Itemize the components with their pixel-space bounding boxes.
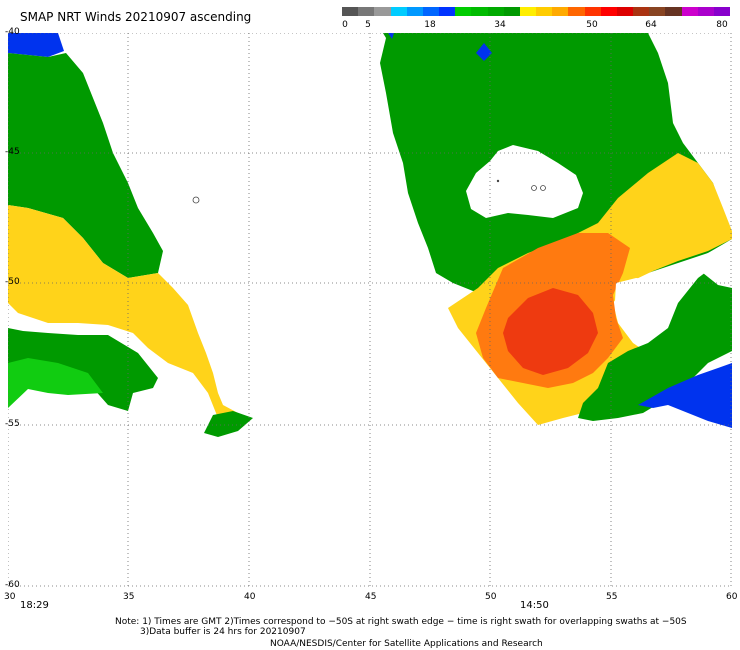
lon-label: 55 [606, 592, 618, 602]
colorbar-segment [665, 7, 682, 16]
colorbar-segment [439, 7, 456, 16]
lon-label: 50 [485, 592, 497, 602]
lon-label: 30 [4, 592, 16, 602]
wind-region-blue [8, 33, 64, 57]
data-gap [615, 278, 671, 338]
wind-region-green [578, 261, 732, 421]
colorbar-segment [616, 7, 634, 16]
colorbar-segment [536, 7, 553, 16]
colorbar-segment [584, 7, 601, 16]
island-contour [531, 185, 537, 191]
data-gap [698, 247, 732, 288]
lon-label: 60 [726, 592, 738, 602]
lon-label: 45 [365, 592, 377, 602]
colorbar-segment [422, 7, 440, 16]
wind-region-blue [476, 43, 492, 61]
wind-region-red [503, 288, 598, 375]
island-contour [496, 179, 500, 183]
colorbar-segment [487, 7, 504, 16]
wind-field [8, 33, 732, 587]
colorbar-label: 50 [586, 20, 598, 30]
lat-label: -40 [5, 27, 20, 37]
wind-speed-colorbar [342, 7, 731, 16]
colorbar-label: 18 [424, 20, 436, 30]
colorbar-segment [390, 7, 407, 16]
data-gap [466, 145, 583, 218]
colorbar-segment [503, 7, 520, 16]
colorbar-segment [455, 7, 472, 16]
wind-region-blue [388, 33, 394, 39]
footer-credit: NOAA/NESDIS/Center for Satellite Applica… [270, 639, 543, 649]
colorbar-segment [406, 7, 423, 16]
wind-region-lightgreen [8, 358, 103, 408]
lat-label: -55 [5, 419, 20, 429]
wind-region-green [8, 53, 163, 278]
colorbar-segment [358, 7, 375, 16]
lat-label: -45 [5, 147, 20, 157]
wind-map [8, 33, 732, 587]
colorbar-label: 64 [645, 20, 657, 30]
island-contour [192, 196, 200, 204]
colorbar-segment [697, 7, 714, 16]
lon-label: 35 [123, 592, 135, 602]
colorbar-segment [471, 7, 488, 16]
colorbar-label: 34 [494, 20, 506, 30]
colorbar-segment [633, 7, 650, 16]
lat-label: -50 [5, 277, 20, 287]
wind-region-green [204, 411, 253, 437]
lat-label: -60 [5, 580, 20, 590]
swath-time-right: 14:50 [520, 600, 549, 611]
colorbar-segment [552, 7, 569, 16]
swath-time-left: 18:29 [20, 600, 49, 611]
footer-note: Note: 1) Times are GMT 2)Times correspon… [115, 617, 687, 627]
map-title: SMAP NRT Winds 20210907 ascending [20, 10, 252, 24]
lat-lon-grid [8, 33, 732, 587]
footer-note: 3)Data buffer is 24 hrs for 20210907 [140, 627, 306, 637]
colorbar-segment [568, 7, 585, 16]
wind-region-blue [638, 363, 732, 428]
colorbar-label: 80 [716, 20, 728, 30]
colorbar-segment [342, 7, 359, 16]
island-contour [540, 185, 546, 191]
colorbar-label: 0 [342, 20, 348, 30]
colorbar-segment [519, 7, 537, 16]
lon-label: 40 [244, 592, 256, 602]
wind-region-yellow [8, 205, 243, 423]
colorbar-segment [713, 7, 731, 16]
colorbar-segment [374, 7, 391, 16]
colorbar-label: 5 [365, 20, 371, 30]
colorbar-segment [600, 7, 617, 16]
colorbar-segment [649, 7, 666, 16]
colorbar-segment [681, 7, 698, 16]
